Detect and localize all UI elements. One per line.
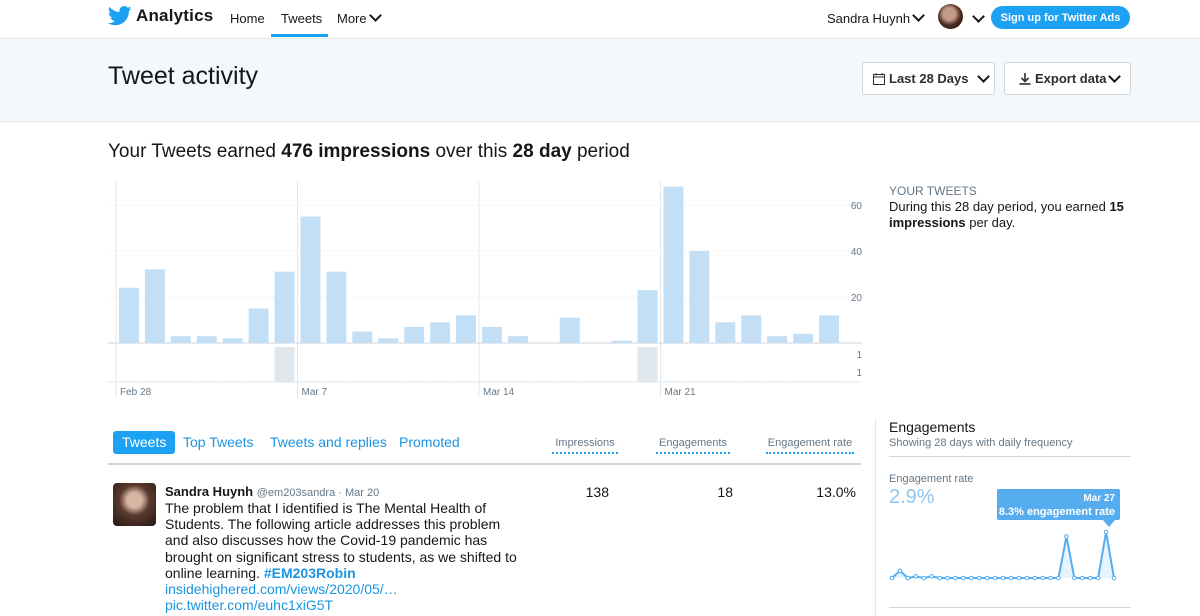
export-data-label: Export data xyxy=(1035,71,1107,86)
date-range-label: Last 28 Days xyxy=(889,71,969,86)
your-tweets-summary: YOUR TWEETS During this 28 day period, y… xyxy=(889,183,1129,231)
your-tweets-value: 15 xyxy=(1109,199,1124,214)
engagements-subtitle: Showing 28 days with daily frequency xyxy=(889,437,1073,449)
sign-up-ads-button[interactable]: Sign up for Twitter Ads xyxy=(991,6,1130,29)
brand-title: Analytics xyxy=(136,6,214,25)
tweet-engagements: 18 xyxy=(717,484,733,500)
tweet-handle-date: @em203sandra · Mar 20 xyxy=(256,487,380,499)
engagement-rate-value: 2.9% xyxy=(889,486,935,508)
column-engagements[interactable]: Engagements xyxy=(656,437,730,454)
user-name: Sandra Huynh xyxy=(827,11,911,26)
your-tweets-unit: impressions xyxy=(889,215,966,230)
tooltip-pointer xyxy=(1103,520,1115,527)
panel-divider xyxy=(875,418,876,616)
your-tweets-text: During this 28 day period, you earned xyxy=(889,199,1106,214)
analytics-logo[interactable]: Analytics xyxy=(108,6,213,26)
summary-middle: over this xyxy=(435,141,508,162)
tweet-body: The problem that I identified is The Men… xyxy=(165,500,517,581)
impressions-summary: Your Tweets earned 476 impressions over … xyxy=(108,141,630,163)
nav-tweets[interactable]: Tweets xyxy=(281,11,323,26)
avatar[interactable] xyxy=(938,4,963,29)
summary-impressions: 476 impressions xyxy=(281,141,431,162)
header-band xyxy=(0,39,1200,122)
nav-home[interactable]: Home xyxy=(230,11,265,26)
column-impressions[interactable]: Impressions xyxy=(552,437,618,454)
nav-more[interactable]: More xyxy=(337,9,382,26)
tweet-text: The problem that I identified is The Men… xyxy=(165,500,525,613)
top-nav-bar: Analytics Home Tweets More Sandra Huynh … xyxy=(0,0,1200,39)
tweet-link[interactable]: insidehighered.com/views/2020/05/… xyxy=(165,581,398,598)
page-title: Tweet activity xyxy=(108,62,259,90)
tweet-engagement-rate: 13.0% xyxy=(816,484,856,500)
calendar-icon xyxy=(873,72,885,85)
tooltip-value: 8.3% engagement rate xyxy=(998,506,1115,518)
summary-period: 28 day xyxy=(512,141,572,162)
chevron-down-icon xyxy=(1107,70,1121,83)
tab-tweets[interactable]: Tweets xyxy=(113,431,176,454)
chevron-down-icon xyxy=(912,9,925,22)
your-tweets-suffix: per day. xyxy=(969,215,1016,230)
summary-suffix: period xyxy=(576,141,630,162)
tooltip-date: Mar 27 xyxy=(1083,493,1115,504)
chevron-down-icon[interactable] xyxy=(970,10,985,29)
your-tweets-label: YOUR TWEETS xyxy=(889,184,977,198)
summary-prefix: Your Tweets earned xyxy=(108,141,276,162)
column-engagement-rate[interactable]: Engagement rate xyxy=(766,437,854,454)
tweet-pic-link[interactable]: pic.twitter.com/euhc1xiG5T xyxy=(165,597,334,614)
download-icon xyxy=(1019,72,1031,85)
tab-tweets-and-replies[interactable]: Tweets and replies xyxy=(270,434,387,450)
tweet-impressions: 138 xyxy=(585,484,609,500)
chevron-down-icon xyxy=(368,9,382,22)
engagements-divider xyxy=(889,456,1131,457)
export-data-button[interactable]: Export data xyxy=(1004,62,1131,95)
tweet-header: Sandra Huynh @em203sandra · Mar 20 xyxy=(165,484,379,499)
active-tab-indicator xyxy=(271,34,328,37)
engagements-bottom-divider xyxy=(889,607,1131,608)
tab-promoted[interactable]: Promoted xyxy=(399,434,460,450)
tweet-author-name[interactable]: Sandra Huynh xyxy=(165,484,254,499)
engagement-rate-label: Engagement rate xyxy=(889,473,974,485)
chevron-down-icon xyxy=(976,70,990,83)
nav-more-label: More xyxy=(337,11,367,26)
twitter-bird-icon xyxy=(108,6,132,26)
sparkline-tooltip: Mar 27 8.3% engagement rate xyxy=(997,489,1120,520)
tab-top-tweets[interactable]: Top Tweets xyxy=(183,434,254,450)
date-range-dropdown[interactable]: Last 28 Days xyxy=(862,62,995,95)
tweet-hashtag[interactable]: #EM203Robin xyxy=(263,564,356,581)
table-divider xyxy=(108,463,861,465)
tweet-avatar[interactable] xyxy=(113,483,156,526)
user-menu[interactable]: Sandra Huynh xyxy=(827,9,925,26)
engagements-title: Engagements xyxy=(889,419,976,435)
